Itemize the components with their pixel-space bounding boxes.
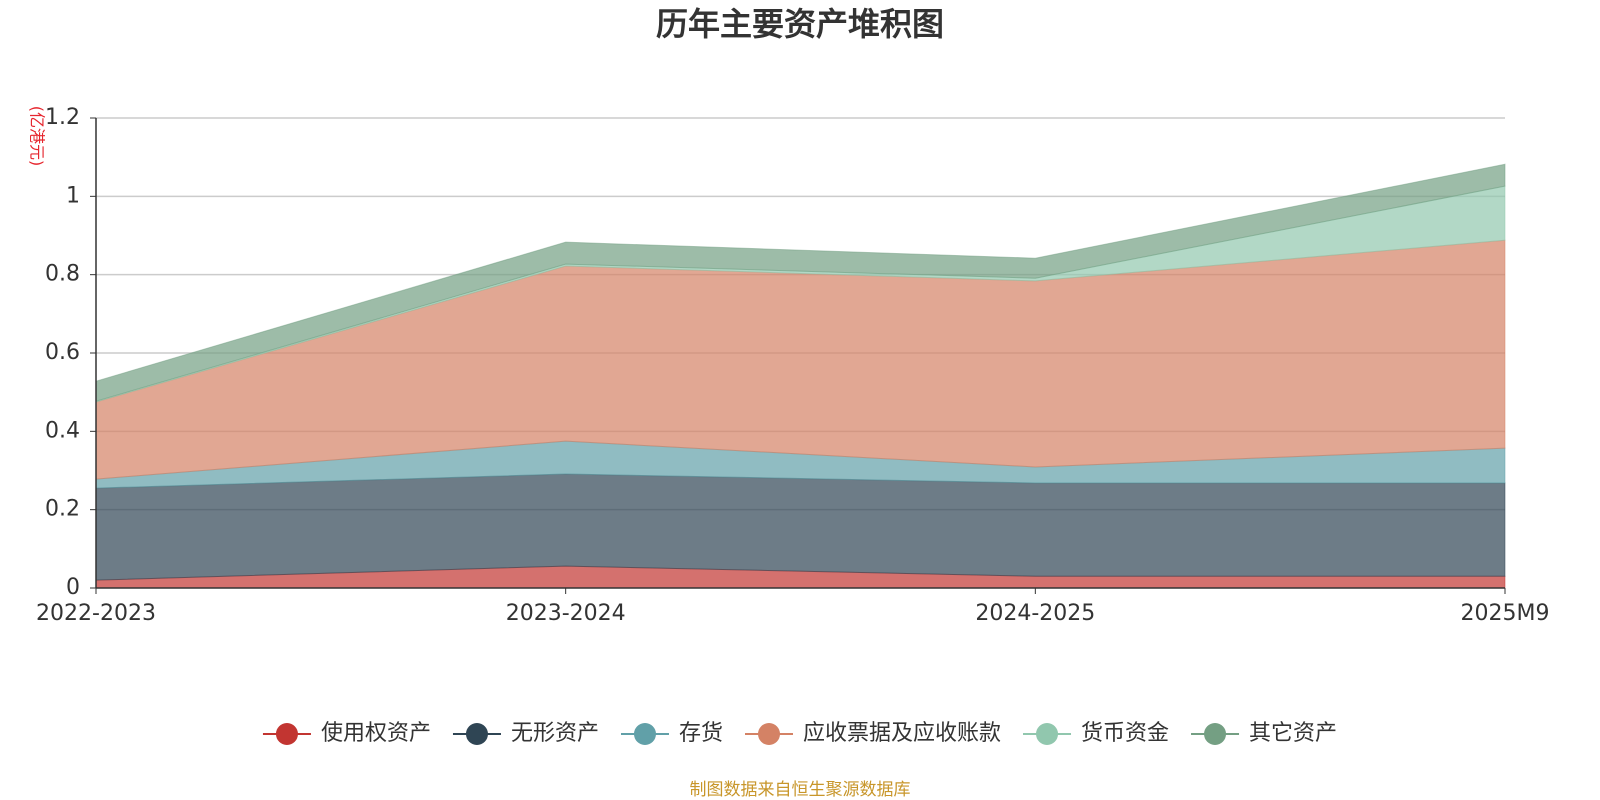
y-tick-label: 0.6	[45, 340, 80, 365]
x-tick-label: 2025M9	[1461, 601, 1550, 626]
y-tick-label: 0.8	[45, 262, 80, 287]
source-note: 制图数据来自恒生聚源数据库	[690, 780, 911, 800]
area	[95, 239, 1506, 480]
y-axis-label: (亿港元)	[28, 106, 47, 167]
legend-marker	[465, 723, 488, 745]
legend-label: 其它资产	[1249, 721, 1337, 746]
chart-title: 历年主要资产堆积图	[656, 5, 944, 43]
y-tick-label: 0	[66, 575, 80, 600]
x-tick-label: 2023-2024	[506, 601, 626, 626]
legend-label: 货币资金	[1081, 721, 1169, 746]
legend-label: 应收票据及应收账款	[803, 721, 1001, 746]
y-tick-label: 1.2	[45, 105, 80, 130]
y-tick-label: 1	[66, 183, 80, 208]
legend-label: 存货	[679, 721, 723, 746]
x-tick-label: 2024-2025	[975, 601, 1095, 626]
legend-marker	[1036, 723, 1059, 745]
y-tick-label: 0.4	[45, 418, 80, 443]
legend-marker	[275, 723, 298, 745]
legend-label: 无形资产	[511, 721, 599, 746]
area	[95, 473, 1506, 581]
legend-marker	[758, 723, 780, 745]
legend-label: 使用权资产	[321, 721, 431, 746]
legend-marker	[633, 723, 656, 745]
x-tick-label: 2022-2023	[36, 601, 156, 626]
legend: 使用权资产 无形资产 存货 应收票据及应收账款 货币资金 其它资产	[262, 721, 1337, 746]
area	[95, 163, 1506, 402]
legend-marker	[1204, 723, 1227, 745]
y-tick-label: 0.2	[45, 497, 80, 522]
